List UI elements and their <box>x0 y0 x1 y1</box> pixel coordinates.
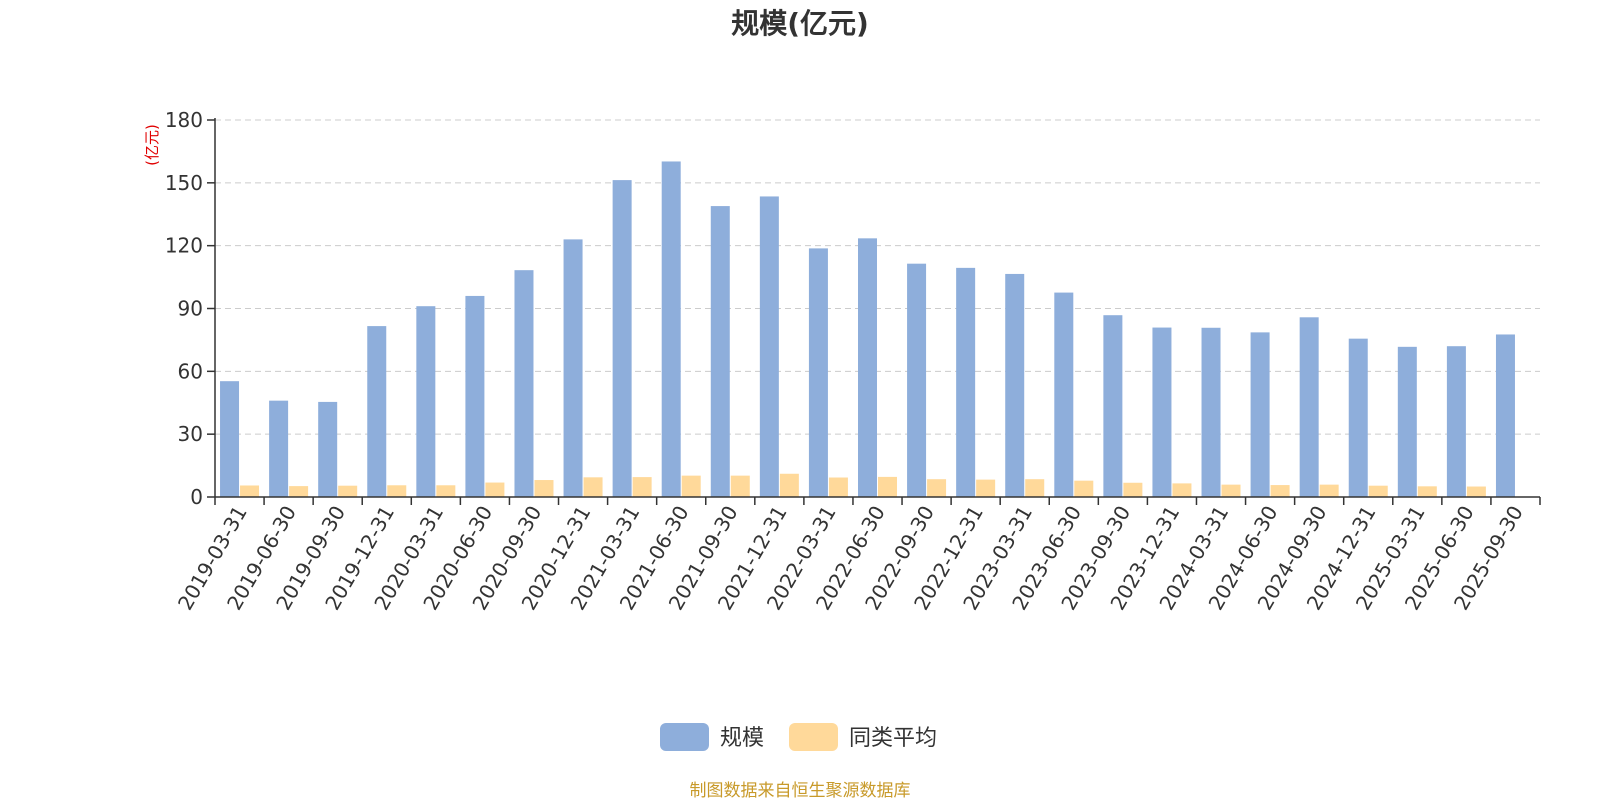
bar-category-average[interactable] <box>976 479 996 497</box>
bar-scale[interactable] <box>1250 332 1270 497</box>
bar-category-average[interactable] <box>632 477 652 497</box>
bar-category-average[interactable] <box>878 476 897 497</box>
bar-category-average[interactable] <box>289 486 309 497</box>
bar-scale[interactable] <box>1201 327 1221 497</box>
bar-scale[interactable] <box>661 161 681 497</box>
data-source-note: 制图数据来自恒生聚源数据库 <box>690 781 911 800</box>
bar-scale[interactable] <box>1495 334 1515 497</box>
bar-scale[interactable] <box>808 248 828 497</box>
bar-scale[interactable] <box>1152 327 1172 497</box>
chart-title: 规模(亿元) <box>731 7 869 40</box>
bar-scale[interactable] <box>710 206 730 497</box>
bar-category-average[interactable] <box>240 485 260 497</box>
bar-scale[interactable] <box>1397 346 1417 497</box>
axes <box>207 118 1541 505</box>
legend-swatch[interactable] <box>789 723 838 751</box>
bar-scale[interactable] <box>318 401 338 497</box>
y-tick-label: 150 <box>165 171 203 195</box>
bar-scale[interactable] <box>1299 317 1319 497</box>
bar-category-average[interactable] <box>1319 484 1339 497</box>
bar-scale[interactable] <box>465 295 485 497</box>
bar-category-average[interactable] <box>779 473 799 497</box>
bar-scale[interactable] <box>514 270 534 497</box>
bar-category-average[interactable] <box>730 475 750 497</box>
grid-lines <box>215 119 1540 435</box>
bar-scale[interactable] <box>907 263 927 497</box>
bar-category-average[interactable] <box>1074 480 1094 497</box>
bars <box>220 161 1515 498</box>
legend-label[interactable]: 同类平均 <box>849 726 937 751</box>
bar-scale[interactable] <box>1348 338 1368 497</box>
bar-category-average[interactable] <box>1270 485 1290 497</box>
bar-category-average[interactable] <box>534 480 554 497</box>
bar-category-average[interactable] <box>1172 483 1192 497</box>
bar-category-average[interactable] <box>485 482 505 497</box>
bar-category-average[interactable] <box>1221 484 1241 497</box>
y-tick-label: 30 <box>178 422 203 446</box>
bar-scale[interactable] <box>1446 346 1466 497</box>
bar-category-average[interactable] <box>1466 486 1486 497</box>
bar-category-average[interactable] <box>828 477 848 497</box>
bar-scale[interactable] <box>612 180 632 498</box>
y-tick-label: 60 <box>178 359 203 383</box>
y-tick-label: 90 <box>178 297 203 321</box>
bar-category-average[interactable] <box>1123 482 1143 497</box>
bar-scale[interactable] <box>1005 273 1025 497</box>
bar-scale[interactable] <box>1054 292 1074 497</box>
bar-category-average[interactable] <box>1025 479 1045 497</box>
bar-scale[interactable] <box>269 400 289 497</box>
y-tick-label: 0 <box>190 485 203 509</box>
bar-category-average[interactable] <box>436 485 456 497</box>
bar-scale[interactable] <box>416 306 436 497</box>
bar-category-average[interactable] <box>338 485 358 497</box>
bar-scale[interactable] <box>759 196 779 498</box>
y-tick-label: 180 <box>165 108 203 132</box>
legend-label[interactable]: 规模 <box>720 726 764 751</box>
bar-category-average[interactable] <box>1368 485 1388 497</box>
y-tick-labels: 0 30 60 90 120 150 180 <box>165 108 203 509</box>
bar-scale[interactable] <box>1103 315 1123 497</box>
y-axis-unit-label: (亿元) <box>143 124 161 166</box>
bar-scale[interactable] <box>220 381 240 497</box>
bar-category-average[interactable] <box>583 477 603 497</box>
legend[interactable]: 规模 同类平均 <box>660 723 937 751</box>
bar-scale[interactable] <box>858 238 877 497</box>
bar-category-average[interactable] <box>681 475 701 497</box>
x-tick-labels: 2019-03-312019-06-302019-09-302019-12-31… <box>173 502 1528 615</box>
bar-scale[interactable] <box>563 239 583 497</box>
bar-scale[interactable] <box>367 326 387 497</box>
bar-scale[interactable] <box>956 267 976 497</box>
y-tick-label: 120 <box>165 234 203 258</box>
bar-category-average[interactable] <box>927 479 947 497</box>
bar-category-average[interactable] <box>387 485 407 497</box>
bar-category-average[interactable] <box>1417 486 1437 497</box>
legend-swatch[interactable] <box>660 723 709 751</box>
